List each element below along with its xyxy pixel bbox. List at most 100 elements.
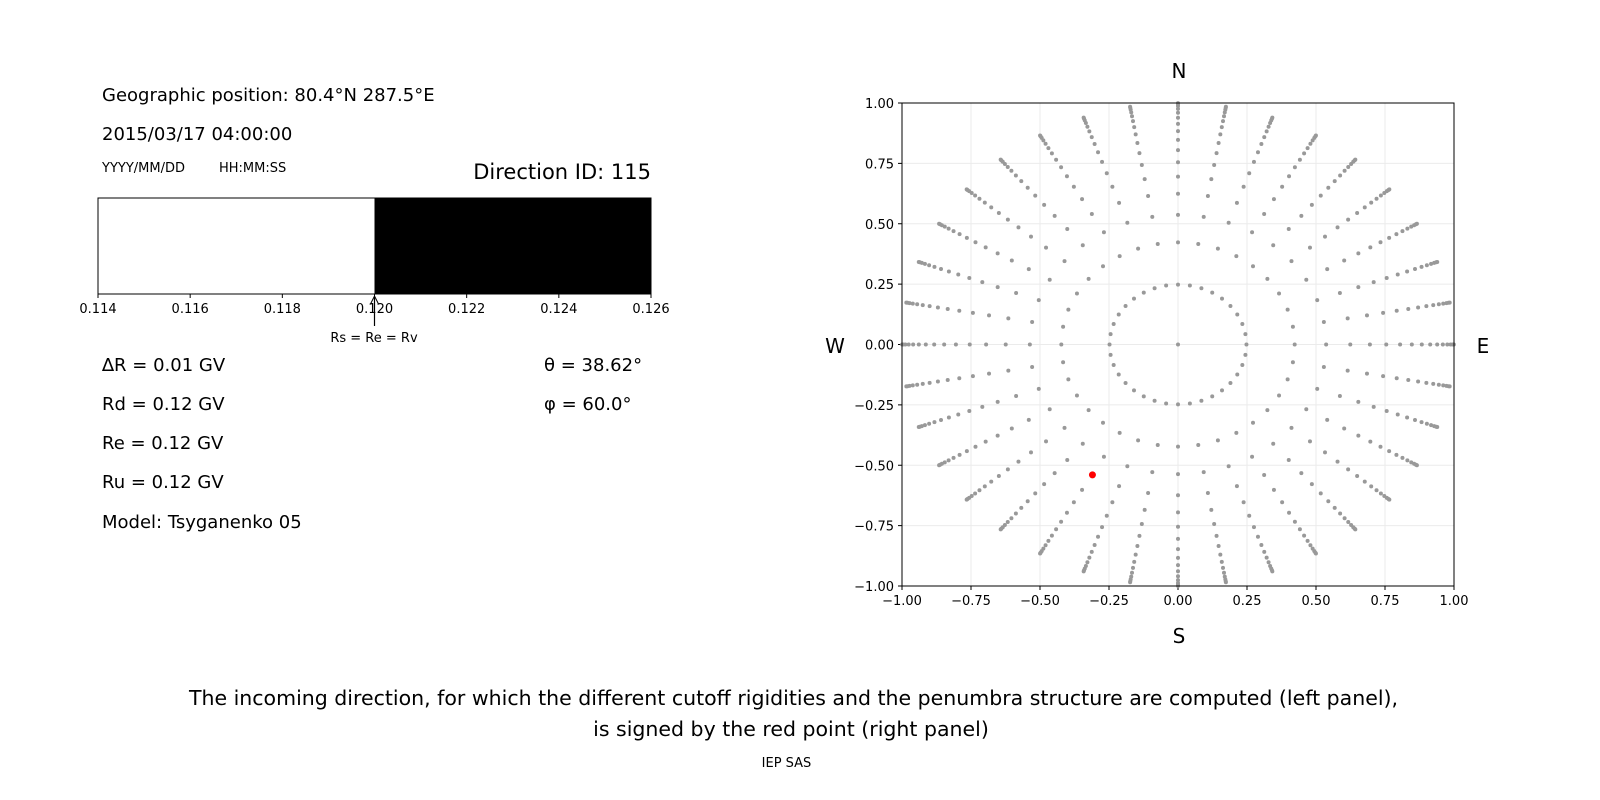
direction-point [932, 420, 937, 425]
compass-north: N [1172, 59, 1187, 83]
direction-point [995, 251, 1000, 256]
direction-point [1125, 464, 1130, 469]
direction-point [967, 276, 972, 281]
direction-point [1387, 187, 1392, 192]
direction-point [1218, 552, 1223, 557]
direction-point [1297, 157, 1302, 162]
direction-point [1234, 484, 1239, 489]
direction-point [1315, 298, 1320, 303]
x-tick-label: 0.00 [1164, 594, 1193, 609]
direction-point [1117, 430, 1122, 435]
direction-point [973, 193, 978, 198]
direction-point [1152, 398, 1157, 403]
direction-point [1387, 235, 1392, 240]
direction-point [1270, 569, 1275, 574]
direction-point [1250, 454, 1255, 459]
direction-point [1104, 513, 1109, 518]
direction-point [1259, 542, 1264, 547]
direction-point [1378, 240, 1383, 245]
direction-point [1395, 412, 1400, 417]
direction-point [973, 444, 978, 449]
direction-point [1384, 342, 1389, 347]
direction-point [935, 305, 940, 310]
x-tick-label: 0.50 [1302, 594, 1331, 609]
direction-point [1146, 490, 1151, 495]
compass-east: E [1477, 334, 1490, 358]
direction-point [1100, 159, 1105, 164]
direction-point [1080, 243, 1085, 248]
direction-point [1176, 524, 1180, 529]
direction-point [1107, 342, 1112, 347]
direction-point [1381, 374, 1386, 379]
direction-point [1416, 379, 1421, 384]
direction-point [1104, 171, 1109, 176]
y-tick-label: 1.00 [865, 97, 894, 112]
direction-point [1271, 441, 1276, 446]
direction-point [1247, 513, 1252, 518]
direction-point [1356, 251, 1361, 256]
direction-point [1345, 368, 1350, 373]
direction-point [1424, 263, 1429, 268]
direction-point [1271, 487, 1276, 492]
direction-point [922, 423, 927, 428]
direction-point [1187, 401, 1192, 406]
direction-point [920, 303, 925, 308]
direction-point [1292, 342, 1297, 347]
direction-point [1176, 569, 1180, 574]
direction-point [904, 384, 909, 389]
plot-frame [901, 102, 1455, 587]
direction-point [1036, 386, 1041, 391]
direction-point [1241, 500, 1246, 505]
direction-point [1315, 386, 1320, 391]
direction-point [998, 157, 1003, 162]
direction-point [1435, 342, 1440, 347]
direction-point [923, 342, 928, 347]
direction-point [1026, 417, 1031, 422]
direction-point [1176, 342, 1180, 347]
direction-point [1214, 533, 1219, 538]
direction-point [1054, 157, 1059, 162]
direction-point [957, 452, 962, 457]
direction-point [1292, 165, 1297, 170]
direction-point [1378, 491, 1383, 496]
direction-point [995, 285, 1000, 290]
direction-point [984, 342, 989, 347]
direction-point [1152, 286, 1157, 291]
direction-point [1299, 471, 1304, 476]
direction-point [1061, 360, 1066, 365]
x-tick-label: −1.00 [882, 594, 922, 609]
direction-point [1285, 377, 1290, 382]
direction-point [1322, 450, 1327, 455]
direction-point [1038, 551, 1043, 556]
direction-point [1033, 193, 1038, 198]
direction-point [1313, 551, 1318, 556]
direction-point [1139, 163, 1144, 168]
direction-point [1262, 211, 1267, 216]
direction-point [1321, 319, 1326, 324]
y-tick-label: −0.25 [854, 399, 894, 414]
direction-point [1049, 151, 1054, 156]
direction-point [1176, 547, 1180, 552]
direction-point [1247, 171, 1252, 176]
direction-point [964, 187, 969, 192]
direction-point [1130, 119, 1135, 124]
direction-point [1092, 542, 1097, 547]
direction-point [1325, 267, 1330, 272]
direction-scatter-chart: −1.00 −0.75 −0.50 −0.25 0.00 0.25 0.50 0.75 1.00… [854, 97, 1468, 609]
direction-point [1064, 174, 1069, 179]
direction-point [1019, 179, 1024, 184]
direction-point [1059, 519, 1064, 524]
direction-point [1308, 141, 1313, 146]
direction-point [1285, 307, 1290, 312]
direction-point [983, 439, 988, 444]
direction-point [946, 458, 951, 463]
direction-point [1135, 543, 1140, 548]
direction-point [1150, 470, 1155, 475]
direction-point [1355, 474, 1360, 479]
direction-point [1325, 417, 1330, 422]
direction-point [1326, 185, 1331, 190]
direction-point [1308, 543, 1313, 548]
bar-annotation: Rs = Re = Rv [330, 331, 418, 346]
y-tick-label: −1.00 [854, 580, 894, 595]
